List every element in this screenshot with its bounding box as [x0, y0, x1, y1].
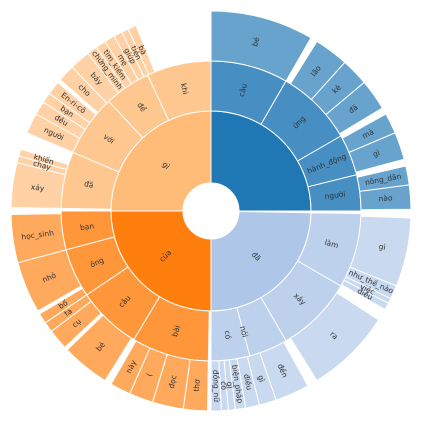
segment-bo	[38, 287, 88, 324]
segment-be	[210, 10, 312, 82]
segment-en-ri-co	[48, 81, 97, 124]
segment-be	[66, 314, 133, 382]
segment-khi	[146, 60, 212, 122]
segment-a	[325, 81, 384, 135]
segment-khien	[18, 148, 69, 171]
segment-gi	[348, 132, 405, 173]
segment-ieu	[340, 279, 390, 311]
segment-ong-nu	[210, 360, 222, 412]
segment-nay	[110, 340, 151, 395]
segment-ra	[289, 292, 380, 382]
sunburst-rings	[10, 10, 412, 412]
segment-nao	[359, 184, 412, 211]
segment-ba	[127, 24, 156, 76]
segment-hoc-sinh	[10, 213, 67, 264]
